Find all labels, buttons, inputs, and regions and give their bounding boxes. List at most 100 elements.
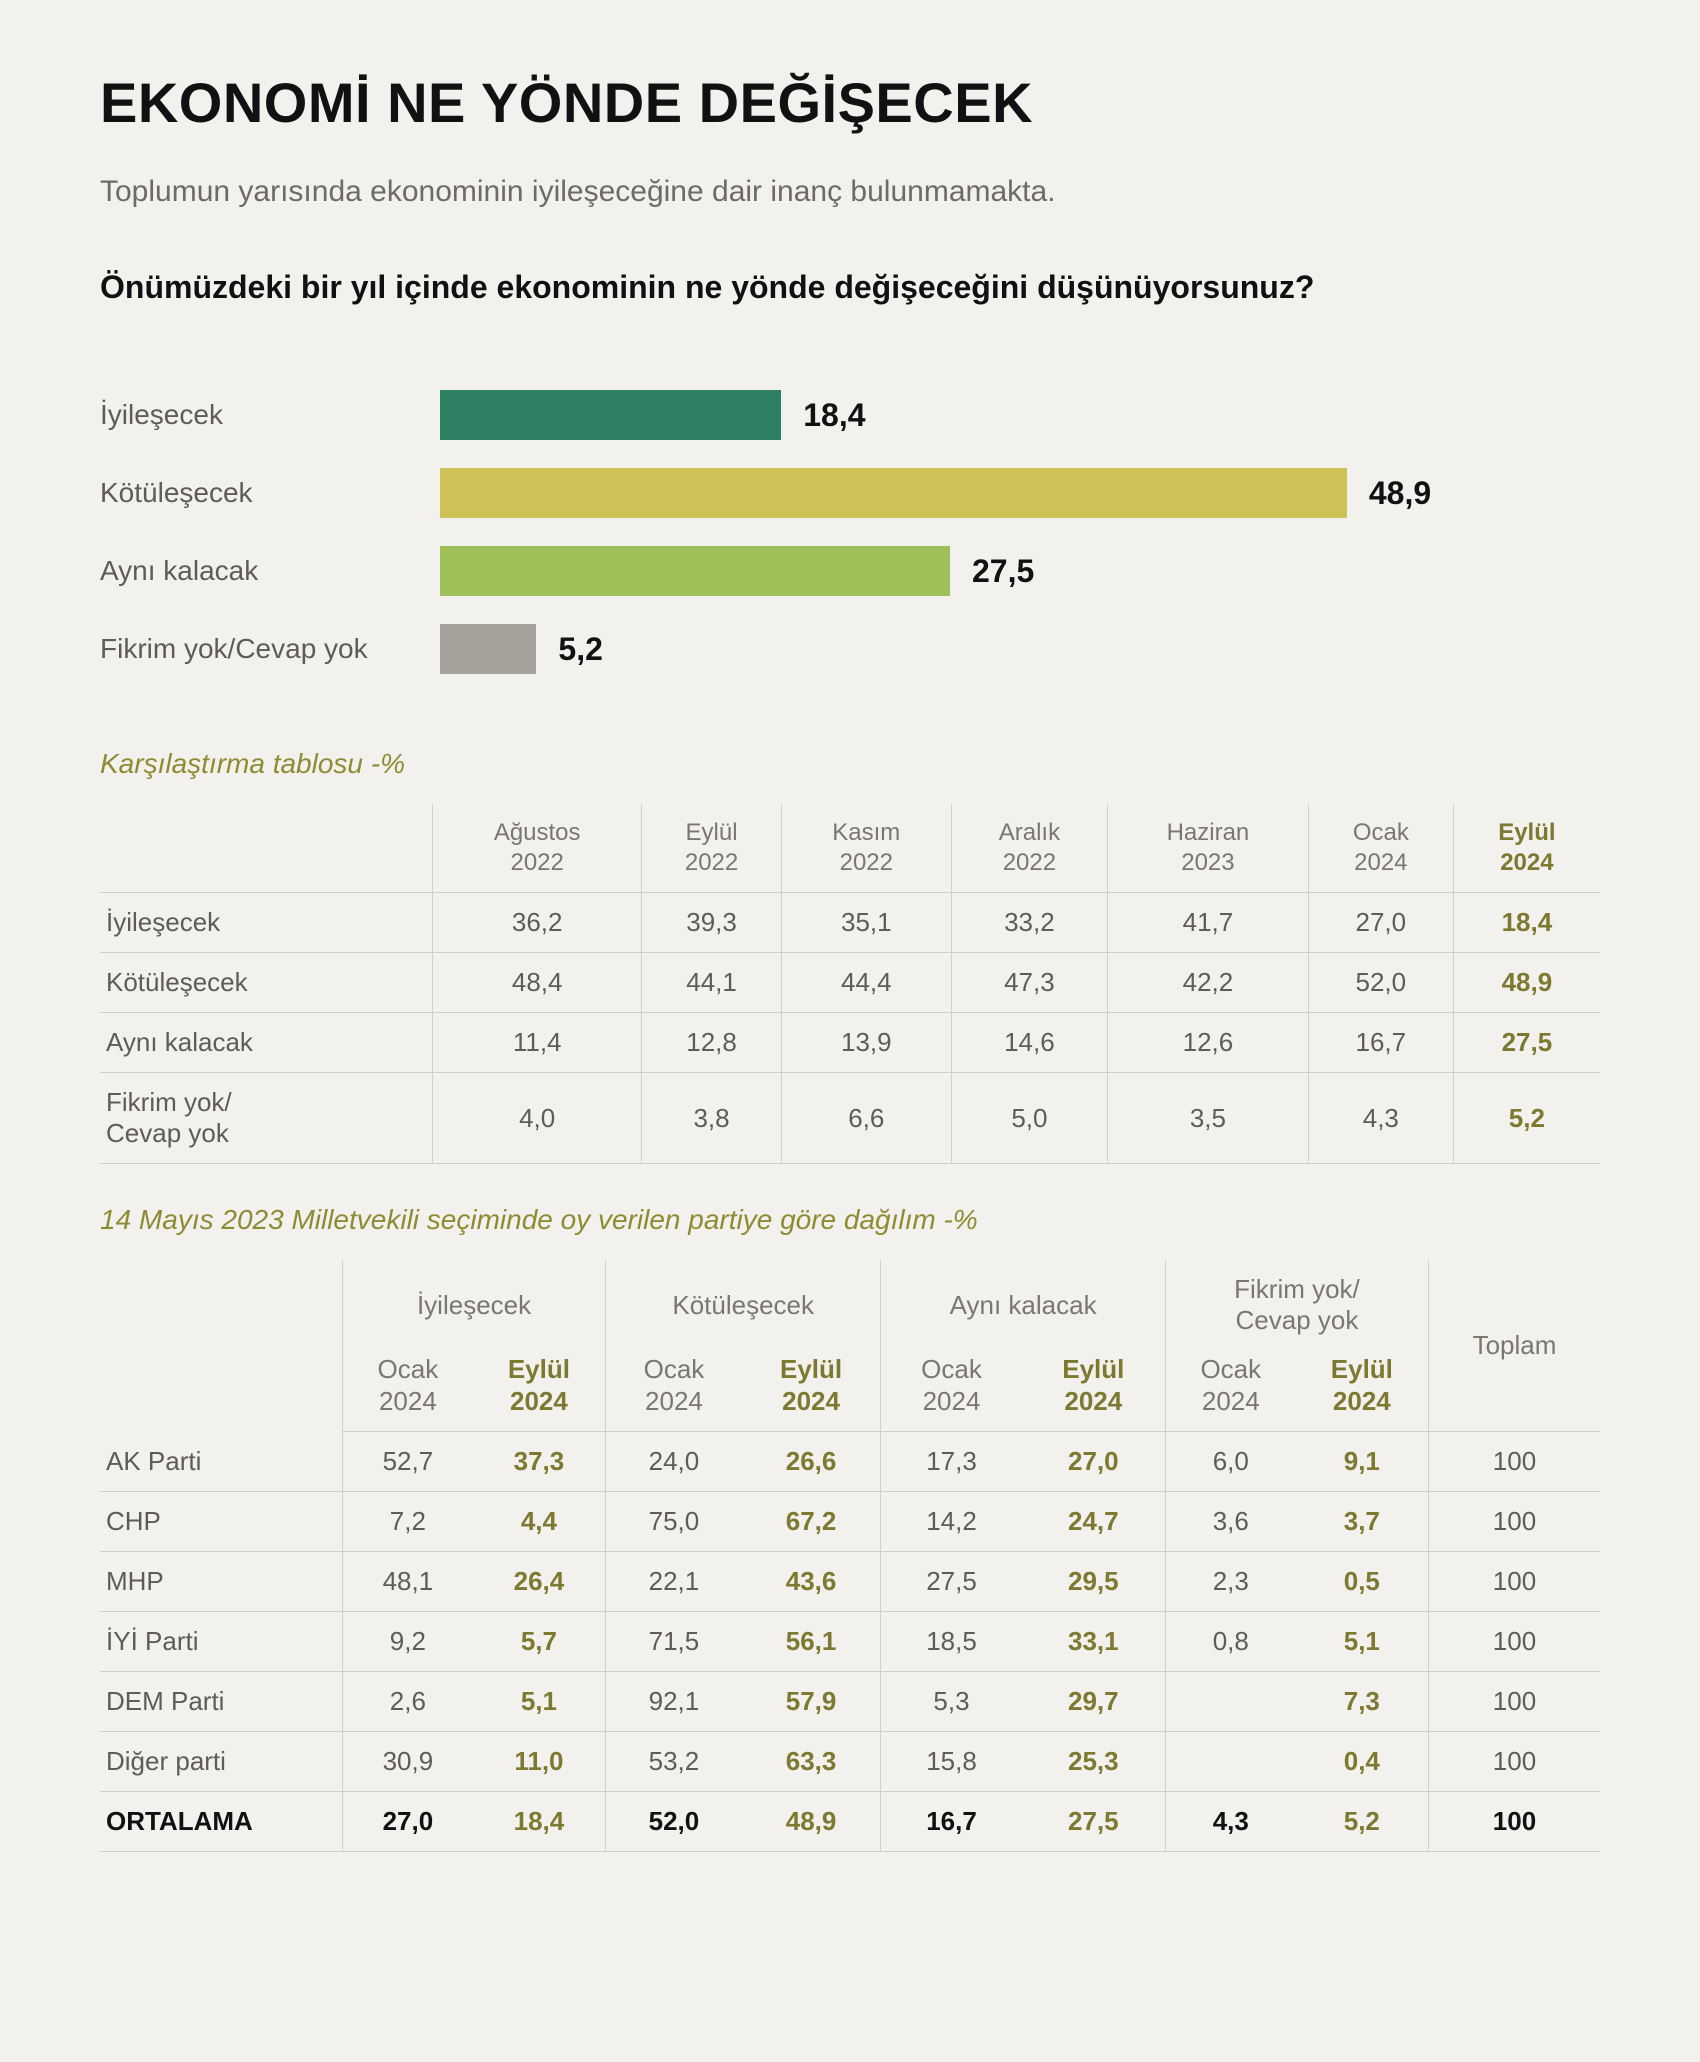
cell: 7,2 xyxy=(343,1491,473,1551)
bar-row: İyileşecek 18,4 xyxy=(100,376,1600,454)
table-group-header: Kötüleşecek xyxy=(606,1260,881,1340)
table-subheader: Ocak2024 xyxy=(881,1340,1022,1431)
table-subheader: Eylül2024 xyxy=(473,1340,606,1431)
cell: 52,0 xyxy=(1308,953,1453,1013)
table-header: Eylül2024 xyxy=(1453,804,1600,893)
cell: 4,4 xyxy=(473,1491,606,1551)
cell: 18,4 xyxy=(1453,893,1600,953)
table-row: AK Parti52,737,324,026,617,327,06,09,110… xyxy=(100,1431,1600,1491)
bar-label: İyileşecek xyxy=(100,399,440,431)
cell: 18,5 xyxy=(881,1611,1022,1671)
bar-chart: İyileşecek18,4Kötüleşecek48,9Aynı kalaca… xyxy=(100,376,1600,688)
cell: 5,3 xyxy=(881,1671,1022,1731)
bar-fill xyxy=(440,546,950,596)
bar-fill xyxy=(440,468,1347,518)
row-label: Diğer parti xyxy=(100,1731,343,1791)
cell xyxy=(1165,1671,1295,1731)
cell: 27,0 xyxy=(1022,1431,1166,1491)
cell: 3,7 xyxy=(1296,1491,1429,1551)
cell: 14,6 xyxy=(951,1013,1107,1073)
cell: 63,3 xyxy=(742,1731,881,1791)
cell: 56,1 xyxy=(742,1611,881,1671)
cell: 33,2 xyxy=(951,893,1107,953)
cell-total: 100 xyxy=(1429,1671,1601,1731)
cell: 5,0 xyxy=(951,1073,1107,1164)
cell: 7,3 xyxy=(1296,1671,1429,1731)
table-row: MHP48,126,422,143,627,529,52,30,5100 xyxy=(100,1551,1600,1611)
cell: 5,7 xyxy=(473,1611,606,1671)
cell: 9,1 xyxy=(1296,1431,1429,1491)
table-subheader: Ocak2024 xyxy=(1165,1340,1295,1431)
row-label: MHP xyxy=(100,1551,343,1611)
cell: 24,0 xyxy=(606,1431,742,1491)
table-header: Ocak2024 xyxy=(1308,804,1453,893)
bar-row: Aynı kalacak27,5 xyxy=(100,532,1600,610)
table-row: Fikrim yok/Cevap yok4,03,86,65,03,54,35,… xyxy=(100,1073,1600,1164)
table-header: Kasım2022 xyxy=(781,804,951,893)
bar-fill xyxy=(440,624,536,674)
cell: 43,6 xyxy=(742,1551,881,1611)
row-label: Kötüleşecek xyxy=(100,953,433,1013)
cell-total: 100 xyxy=(1429,1431,1601,1491)
cell: 27,0 xyxy=(343,1791,473,1851)
cell: 14,2 xyxy=(881,1491,1022,1551)
cell-total: 100 xyxy=(1429,1611,1601,1671)
bar-value: 5,2 xyxy=(558,631,602,668)
cell: 4,3 xyxy=(1165,1791,1295,1851)
cell: 26,4 xyxy=(473,1551,606,1611)
row-label: İYİ Parti xyxy=(100,1611,343,1671)
table-header: Eylül2022 xyxy=(642,804,781,893)
table-group-header: Fikrim yok/Cevap yok xyxy=(1165,1260,1428,1340)
table-row: Diğer parti30,911,053,263,315,825,30,410… xyxy=(100,1731,1600,1791)
cell: 27,0 xyxy=(1308,893,1453,953)
bar-label: Aynı kalacak xyxy=(100,555,440,587)
cell: 48,9 xyxy=(742,1791,881,1851)
cell: 0,4 xyxy=(1296,1731,1429,1791)
row-label: İyileşecek xyxy=(100,893,433,953)
table-subheader: Ocak2024 xyxy=(343,1340,473,1431)
cell: 44,4 xyxy=(781,953,951,1013)
cell: 26,6 xyxy=(742,1431,881,1491)
cell: 3,6 xyxy=(1165,1491,1295,1551)
table-header: Haziran2023 xyxy=(1107,804,1308,893)
row-label: AK Parti xyxy=(100,1431,343,1491)
table-header: Ağustos2022 xyxy=(433,804,642,893)
cell: 16,7 xyxy=(881,1791,1022,1851)
cell: 36,2 xyxy=(433,893,642,953)
cell: 44,1 xyxy=(642,953,781,1013)
row-label: Fikrim yok/Cevap yok xyxy=(100,1073,433,1164)
cell: 16,7 xyxy=(1308,1013,1453,1073)
table-subheader: Eylül2024 xyxy=(742,1340,881,1431)
bar-label: Fikrim yok/Cevap yok xyxy=(100,633,440,665)
cell-total: 100 xyxy=(1429,1491,1601,1551)
bar-track: 5,2 xyxy=(440,624,1460,674)
row-label: DEM Parti xyxy=(100,1671,343,1731)
table-group-header: Aynı kalacak xyxy=(881,1260,1166,1340)
cell: 41,7 xyxy=(1107,893,1308,953)
bar-value: 18,4 xyxy=(803,397,865,434)
row-label: CHP xyxy=(100,1491,343,1551)
table-total-header: Toplam xyxy=(1429,1260,1601,1431)
cell: 29,7 xyxy=(1022,1671,1166,1731)
cell: 22,1 xyxy=(606,1551,742,1611)
cell: 9,2 xyxy=(343,1611,473,1671)
cell-total: 100 xyxy=(1429,1731,1601,1791)
table-subheader: Ocak2024 xyxy=(606,1340,742,1431)
row-label: Aynı kalacak xyxy=(100,1013,433,1073)
cell: 35,1 xyxy=(781,893,951,953)
cell: 6,0 xyxy=(1165,1431,1295,1491)
table-row: İYİ Parti9,25,771,556,118,533,10,85,1100 xyxy=(100,1611,1600,1671)
table-row: İyileşecek36,239,335,133,241,727,018,4 xyxy=(100,893,1600,953)
cell: 47,3 xyxy=(951,953,1107,1013)
table-row: CHP7,24,475,067,214,224,73,63,7100 xyxy=(100,1491,1600,1551)
cell: 33,1 xyxy=(1022,1611,1166,1671)
cell: 2,6 xyxy=(343,1671,473,1731)
cell: 5,2 xyxy=(1453,1073,1600,1164)
cell: 3,5 xyxy=(1107,1073,1308,1164)
cell: 27,5 xyxy=(881,1551,1022,1611)
cell: 42,2 xyxy=(1107,953,1308,1013)
cell: 13,9 xyxy=(781,1013,951,1073)
cell-total: 100 xyxy=(1429,1791,1601,1851)
row-label: ORTALAMA xyxy=(100,1791,343,1851)
bar-label: Kötüleşecek xyxy=(100,477,440,509)
